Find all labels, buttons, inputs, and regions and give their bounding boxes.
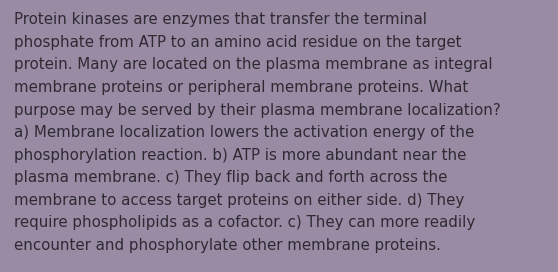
Text: a) Membrane localization lowers the activation energy of the: a) Membrane localization lowers the acti… [14,125,474,140]
Text: phosphorylation reaction. b) ATP is more abundant near the: phosphorylation reaction. b) ATP is more… [14,148,466,163]
Text: phosphate from ATP to an amino acid residue on the target: phosphate from ATP to an amino acid resi… [14,35,461,50]
Text: membrane to access target proteins on either side. d) They: membrane to access target proteins on ei… [14,193,464,208]
Text: require phospholipids as a cofactor. c) They can more readily: require phospholipids as a cofactor. c) … [14,215,475,230]
Text: encounter and phosphorylate other membrane proteins.: encounter and phosphorylate other membra… [14,238,441,253]
Text: purpose may be served by their plasma membrane localization?: purpose may be served by their plasma me… [14,103,501,118]
Text: protein. Many are located on the plasma membrane as integral: protein. Many are located on the plasma … [14,57,493,72]
Text: membrane proteins or peripheral membrane proteins. What: membrane proteins or peripheral membrane… [14,80,468,95]
Text: plasma membrane. c) They flip back and forth across the: plasma membrane. c) They flip back and f… [14,170,448,185]
Text: Protein kinases are enzymes that transfer the terminal: Protein kinases are enzymes that transfe… [14,12,427,27]
